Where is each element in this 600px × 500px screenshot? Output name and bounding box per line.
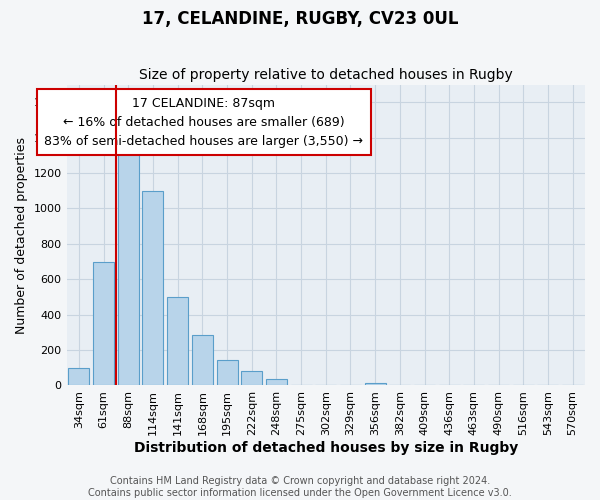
Text: Contains HM Land Registry data © Crown copyright and database right 2024.
Contai: Contains HM Land Registry data © Crown c…	[88, 476, 512, 498]
Title: Size of property relative to detached houses in Rugby: Size of property relative to detached ho…	[139, 68, 512, 82]
Bar	[167, 297, 188, 386]
Bar	[365, 383, 386, 386]
Text: 17 CELANDINE: 87sqm
← 16% of detached houses are smaller (689)
83% of semi-detac: 17 CELANDINE: 87sqm ← 16% of detached ho…	[44, 96, 364, 148]
Bar	[192, 335, 213, 386]
Bar	[118, 148, 139, 386]
Bar	[142, 191, 163, 386]
Bar	[68, 368, 89, 386]
Bar	[93, 262, 114, 386]
Bar	[217, 360, 238, 386]
Y-axis label: Number of detached properties: Number of detached properties	[15, 136, 28, 334]
X-axis label: Distribution of detached houses by size in Rugby: Distribution of detached houses by size …	[134, 441, 518, 455]
Text: 17, CELANDINE, RUGBY, CV23 0UL: 17, CELANDINE, RUGBY, CV23 0UL	[142, 10, 458, 28]
Bar	[266, 380, 287, 386]
Bar	[241, 372, 262, 386]
